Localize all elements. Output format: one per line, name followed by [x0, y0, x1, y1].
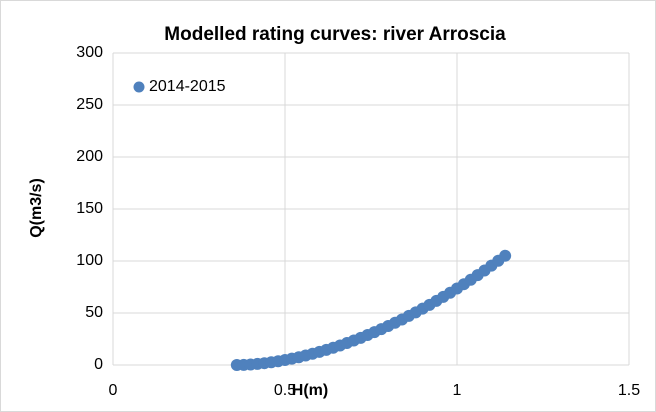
y-tick-label: 50 [85, 304, 103, 321]
y-tick-label: 300 [76, 44, 103, 61]
chart-title: Modelled rating curves: river Arroscia [164, 24, 506, 45]
y-tick-label: 200 [76, 148, 103, 165]
y-tick-label: 250 [76, 96, 103, 113]
x-tick-label: 0 [109, 382, 118, 399]
legend-marker [133, 81, 145, 93]
y-tick-label: 150 [76, 200, 103, 217]
x-tick-label: 1.5 [618, 382, 640, 399]
x-tick-label: 1 [453, 382, 462, 399]
x-tick-label: 0.5 [274, 382, 296, 399]
x-axis-label: H(m) [292, 382, 328, 399]
y-tick-label: 0 [94, 356, 103, 373]
point [499, 249, 512, 262]
y-axis-label: Q(m3/s) [28, 178, 45, 238]
legend-label: 2014-2015 [149, 78, 226, 95]
y-tick-label: 100 [76, 252, 103, 269]
